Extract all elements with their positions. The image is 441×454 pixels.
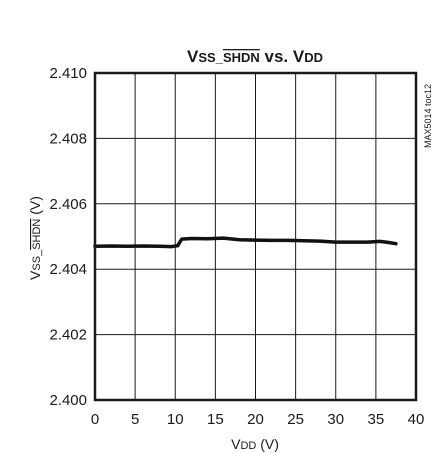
x-tick-label: 35 (368, 411, 385, 428)
label-part: DD (304, 50, 323, 65)
y-tick-label: 2.408 (49, 130, 87, 147)
label-part: SHDN (31, 219, 43, 250)
series-line (93, 236, 398, 249)
chart-title: VSS_SHDN vs. VDD (187, 47, 323, 66)
grid-lines (95, 73, 416, 400)
label-part: V (231, 436, 241, 452)
x-tick-label: 0 (91, 411, 99, 428)
y-tick-label: 2.402 (49, 327, 87, 344)
y-tick-label: 2.406 (49, 196, 87, 213)
y-tick-labels: 2.400 2.402 2.404 2.406 2.408 2.410 (49, 65, 87, 409)
label-part: SHDN (223, 50, 260, 65)
label-part: (V) (256, 436, 279, 452)
label-part: V (187, 47, 199, 66)
label-part: vs. V (260, 47, 305, 66)
x-tick-label: 25 (287, 411, 304, 428)
x-tick-labels: 0 5 10 15 20 25 30 35 40 (91, 411, 425, 428)
y-tick-label: 2.404 (49, 261, 87, 278)
y-tick-label: 2.410 (49, 65, 87, 82)
figure-id-note: MAX5014 toc12 (423, 84, 433, 148)
label-part: (V) (27, 196, 43, 219)
x-axis-label: VDD (V) (231, 436, 279, 452)
x-tick-label: 5 (131, 411, 139, 428)
label-part: DD (240, 440, 256, 452)
label-part: V (27, 270, 43, 280)
x-tick-label: 20 (247, 411, 264, 428)
plot-frame (93, 71, 418, 402)
x-tick-label: 40 (408, 411, 425, 428)
y-axis-label: VSS_SHDN (V) (27, 196, 43, 280)
x-tick-label: 15 (207, 411, 224, 428)
label-part: SS_ (31, 249, 43, 271)
y-tick-label: 2.400 (49, 392, 87, 409)
x-tick-label: 30 (327, 411, 344, 428)
label-part: SS_ (198, 50, 223, 65)
x-tick-label: 10 (167, 411, 184, 428)
